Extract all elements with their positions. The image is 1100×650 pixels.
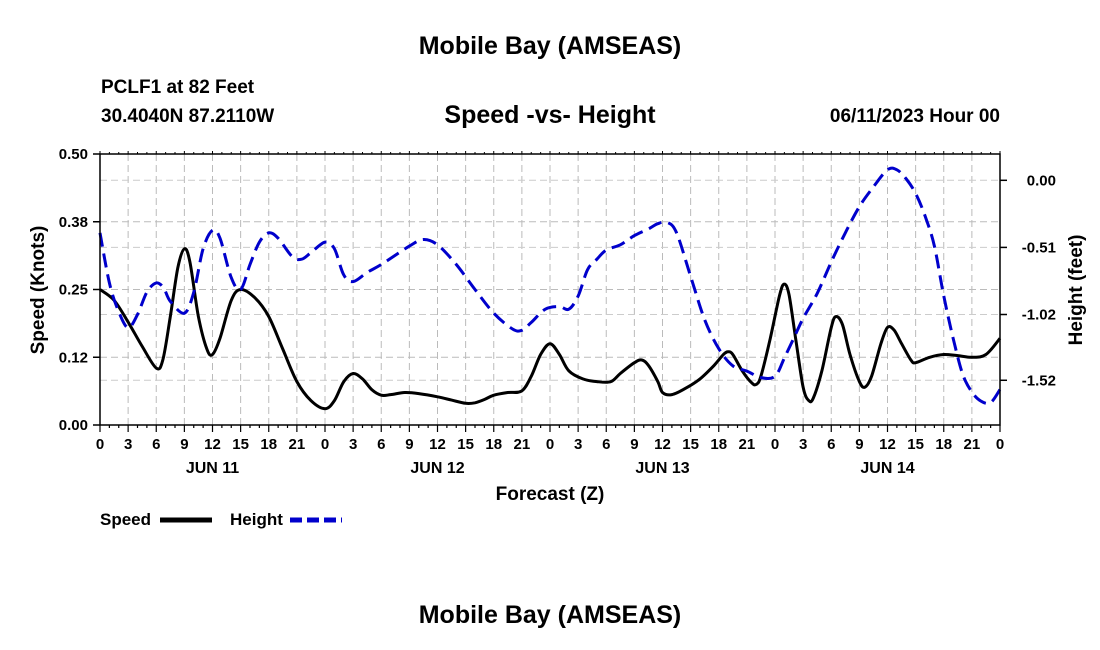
y-axis-label: Speed (Knots) — [28, 226, 49, 355]
x-tick-label: 0 — [771, 436, 779, 453]
x-axis-label: Forecast (Z) — [496, 484, 605, 505]
x-tick-label: 18 — [485, 436, 502, 453]
page-title-top: Mobile Bay (AMSEAS) — [418, 32, 682, 60]
x-tick-label: 0 — [546, 436, 554, 453]
x-tick-label: 12 — [879, 436, 896, 453]
day-label: JUN 12 — [410, 460, 464, 477]
y-tick-label: 0.12 — [59, 349, 88, 366]
x-tick-label: 12 — [654, 436, 671, 453]
y-tick-label: 0.50 — [59, 146, 88, 163]
x-tick-label: 15 — [232, 436, 249, 453]
day-label: JUN 13 — [635, 460, 689, 477]
day-label: JUN 14 — [860, 460, 914, 477]
x-tick-label: 15 — [682, 436, 699, 453]
x-tick-label: 3 — [799, 436, 807, 453]
x-tick-label: 6 — [602, 436, 610, 453]
y2-tick-label: -1.52 — [1022, 372, 1056, 389]
datetime-label: 06/11/2023 Hour 00 — [829, 106, 1000, 127]
x-tick-label: 15 — [457, 436, 474, 453]
x-tick-label: 18 — [710, 436, 727, 453]
x-tick-label: 21 — [739, 436, 756, 453]
x-tick-label: 18 — [260, 436, 277, 453]
y2-axis-label: Height (feet) — [1066, 235, 1087, 346]
series-line-height — [98, 166, 1002, 406]
y2-tick-label: -0.51 — [1022, 239, 1056, 256]
x-tick-label: 9 — [855, 436, 863, 453]
series-layer — [98, 166, 1002, 411]
x-tick-label: 0 — [96, 436, 104, 453]
x-tick-label: 0 — [996, 436, 1004, 453]
x-tick-label: 6 — [152, 436, 160, 453]
y2-tick-label: 0.00 — [1027, 172, 1056, 189]
coordinates-label: 30.4040N 87.2110W — [101, 106, 275, 127]
y2-tick-label: -1.02 — [1022, 306, 1056, 323]
legend: Speed Height — [100, 510, 342, 529]
x-tick-label: 12 — [204, 436, 221, 453]
x-tick-label: 6 — [377, 436, 385, 453]
x-tick-label: 21 — [289, 436, 306, 453]
x-tick-label: 12 — [429, 436, 446, 453]
series-line-speed — [99, 247, 1002, 411]
x-tick-label: 9 — [630, 436, 638, 453]
chart-title: Speed -vs- Height — [444, 101, 656, 129]
station-label: PCLF1 at 82 Feet — [101, 77, 255, 98]
page-title-bottom: Mobile Bay (AMSEAS) — [418, 601, 682, 629]
x-tick-label: 9 — [180, 436, 188, 453]
y-tick-label: 0.00 — [59, 417, 88, 434]
x-tick-label: 3 — [124, 436, 132, 453]
y-tick-label: 0.38 — [59, 214, 88, 231]
y-tick-label: 0.25 — [59, 282, 88, 299]
x-tick-label: 21 — [964, 436, 981, 453]
x-tick-label: 6 — [827, 436, 835, 453]
x-tick-label: 3 — [574, 436, 582, 453]
x-tick-label: 0 — [321, 436, 329, 453]
legend-label-speed: Speed — [100, 510, 151, 529]
day-label: JUN 11 — [186, 460, 239, 477]
axes-layer: 0.00 0.12 0.25 0.38 0.50 -1.52 -1.02 -0.51 0.00 0… — [59, 146, 1056, 477]
x-tick-label: 18 — [935, 436, 952, 453]
x-tick-label: 15 — [907, 436, 924, 453]
legend-label-height: Height — [230, 510, 283, 529]
grid-lines — [100, 154, 1000, 425]
x-tick-label: 21 — [514, 436, 531, 453]
x-tick-label: 9 — [405, 436, 413, 453]
x-tick-label: 3 — [349, 436, 357, 453]
